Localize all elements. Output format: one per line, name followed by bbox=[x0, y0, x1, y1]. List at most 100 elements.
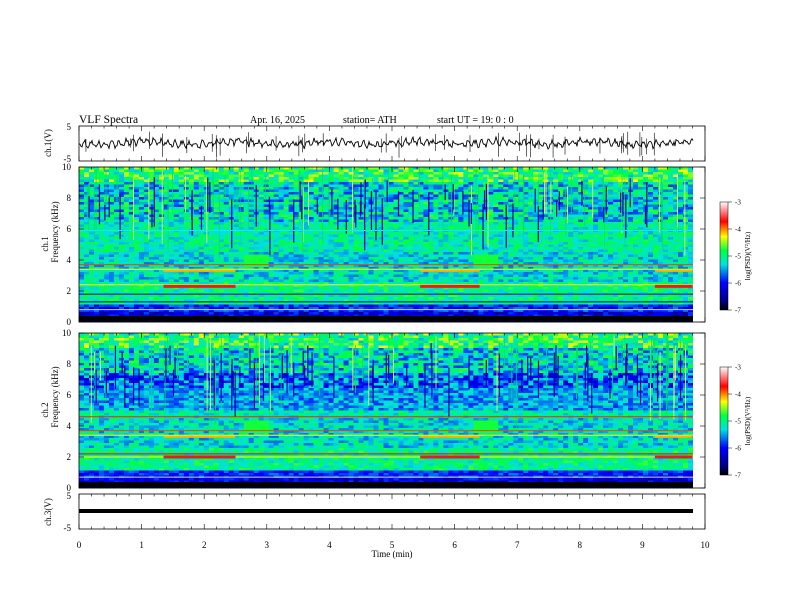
spectrogram-cell bbox=[383, 174, 389, 178]
spectrogram-cell bbox=[218, 264, 225, 268]
spectrogram-cell bbox=[388, 294, 394, 298]
spectrogram-cell bbox=[398, 309, 404, 313]
spectrogram-cell bbox=[383, 177, 389, 180]
spectrogram-cell bbox=[113, 244, 120, 248]
spectrogram-cell bbox=[79, 252, 85, 255]
spectrogram-cell bbox=[128, 249, 135, 253]
spectrogram-cell bbox=[323, 262, 329, 265]
spectrogram-cell bbox=[128, 259, 135, 263]
spectrogram-cell bbox=[358, 274, 364, 278]
spectrogram-cell bbox=[193, 224, 200, 228]
spectrogram-cell bbox=[323, 264, 329, 268]
spectrogram-cell bbox=[413, 314, 419, 318]
spectrogram-cell bbox=[263, 219, 270, 223]
spectrogram-cell bbox=[438, 209, 444, 213]
spectrogram-cell bbox=[243, 274, 250, 278]
spectrogram-cell bbox=[363, 294, 369, 298]
spectrogram-cell bbox=[158, 277, 165, 280]
spectrogram-cell bbox=[373, 179, 379, 183]
spectrogram-cell bbox=[173, 259, 180, 263]
spectrogram-cell bbox=[288, 184, 295, 188]
spectrogram-cell bbox=[248, 272, 255, 275]
spectrogram-cell bbox=[238, 287, 245, 290]
spectrogram-cell bbox=[333, 197, 339, 200]
spectrogram-cell bbox=[318, 204, 324, 208]
spectrogram-cell bbox=[453, 259, 459, 263]
spectrogram-cell bbox=[478, 234, 484, 238]
spectrogram-cell bbox=[273, 284, 280, 288]
spectrogram-cell bbox=[123, 222, 130, 225]
spectrogram-cell bbox=[383, 294, 389, 298]
spectrogram-cell bbox=[383, 262, 389, 265]
spectrogram-cell bbox=[243, 252, 250, 255]
spectrogram-cell bbox=[358, 177, 364, 180]
spectrogram-cell bbox=[323, 209, 329, 213]
spectrogram-cell bbox=[388, 299, 394, 303]
spectrogram-cell bbox=[183, 294, 190, 298]
spectrogram-cell bbox=[213, 274, 220, 278]
spectrogram-cell bbox=[398, 269, 404, 273]
spectrogram-cell bbox=[408, 247, 414, 250]
spectrogram-cell bbox=[468, 312, 474, 315]
spectrogram-cell bbox=[263, 177, 270, 180]
spectrogram-cell bbox=[133, 187, 140, 190]
spectrogram-cell bbox=[273, 184, 280, 188]
spectrogram-cell bbox=[243, 232, 250, 235]
spectrogram-cell bbox=[458, 214, 464, 218]
spectrogram-cell bbox=[148, 279, 155, 283]
spectrogram-cell bbox=[363, 209, 369, 213]
spectrogram-cell bbox=[203, 302, 210, 305]
spectrogram-cell bbox=[418, 287, 424, 290]
spectrogram-cell bbox=[133, 257, 140, 260]
spectrogram-cell bbox=[153, 177, 160, 180]
spectrogram-cell bbox=[418, 224, 424, 228]
spectrogram-cell bbox=[358, 272, 364, 275]
spectrogram-cell bbox=[153, 284, 160, 288]
spectrogram-cell bbox=[338, 294, 344, 298]
spectrogram-cell bbox=[88, 227, 95, 230]
spectrogram-cell bbox=[173, 177, 180, 180]
spectrogram-cell bbox=[403, 207, 409, 210]
spectrogram-cell bbox=[278, 299, 285, 303]
spectrogram-cell bbox=[463, 227, 469, 230]
spectrogram-cell bbox=[388, 207, 394, 210]
spectrogram-cell bbox=[193, 302, 200, 305]
spectrogram-cell bbox=[113, 199, 120, 203]
spectrogram-cell bbox=[403, 274, 409, 278]
spectrogram-cell bbox=[358, 227, 364, 230]
spectrogram-cell bbox=[308, 262, 315, 265]
spectrogram-cell bbox=[368, 297, 374, 300]
spectrogram-cell bbox=[143, 202, 150, 205]
spectrogram-cell bbox=[258, 224, 265, 228]
spectrogram-cell bbox=[233, 294, 240, 298]
spectrogram-cell bbox=[238, 202, 245, 205]
spectrogram-cell bbox=[383, 179, 389, 183]
spectrogram-cell bbox=[79, 242, 85, 245]
spectrogram-cell bbox=[228, 182, 235, 185]
spectrogram-cell bbox=[263, 292, 270, 295]
spectrogram-cell bbox=[243, 279, 250, 283]
spectrogram-cell bbox=[288, 187, 295, 190]
spectrogram-cell bbox=[443, 252, 449, 255]
spectrogram-cell bbox=[468, 304, 474, 308]
spectrogram-cell bbox=[443, 224, 449, 228]
spectrogram-cell bbox=[428, 299, 434, 303]
spectrogram-cell bbox=[113, 242, 120, 245]
spectrogram-cell bbox=[198, 172, 205, 175]
spectrogram-cell bbox=[79, 232, 85, 235]
spectrogram-cell bbox=[268, 222, 275, 225]
spectrogram-cell bbox=[183, 307, 190, 310]
spectrogram-cell bbox=[388, 169, 394, 173]
spectrogram-cell bbox=[428, 287, 434, 290]
spectrogram-cell bbox=[133, 299, 140, 303]
spectrogram-cell bbox=[153, 307, 160, 310]
spectrogram-cell bbox=[418, 169, 424, 173]
spectrogram-cell bbox=[223, 312, 230, 315]
spectrogram-cell bbox=[398, 237, 404, 240]
spectrogram-cell bbox=[438, 279, 444, 283]
spectrogram-cell bbox=[393, 232, 399, 235]
spectrogram-cell bbox=[453, 194, 459, 198]
spectrogram-cell bbox=[283, 214, 290, 218]
spectrogram-cell bbox=[128, 272, 135, 275]
spectrogram-cell bbox=[138, 174, 145, 178]
